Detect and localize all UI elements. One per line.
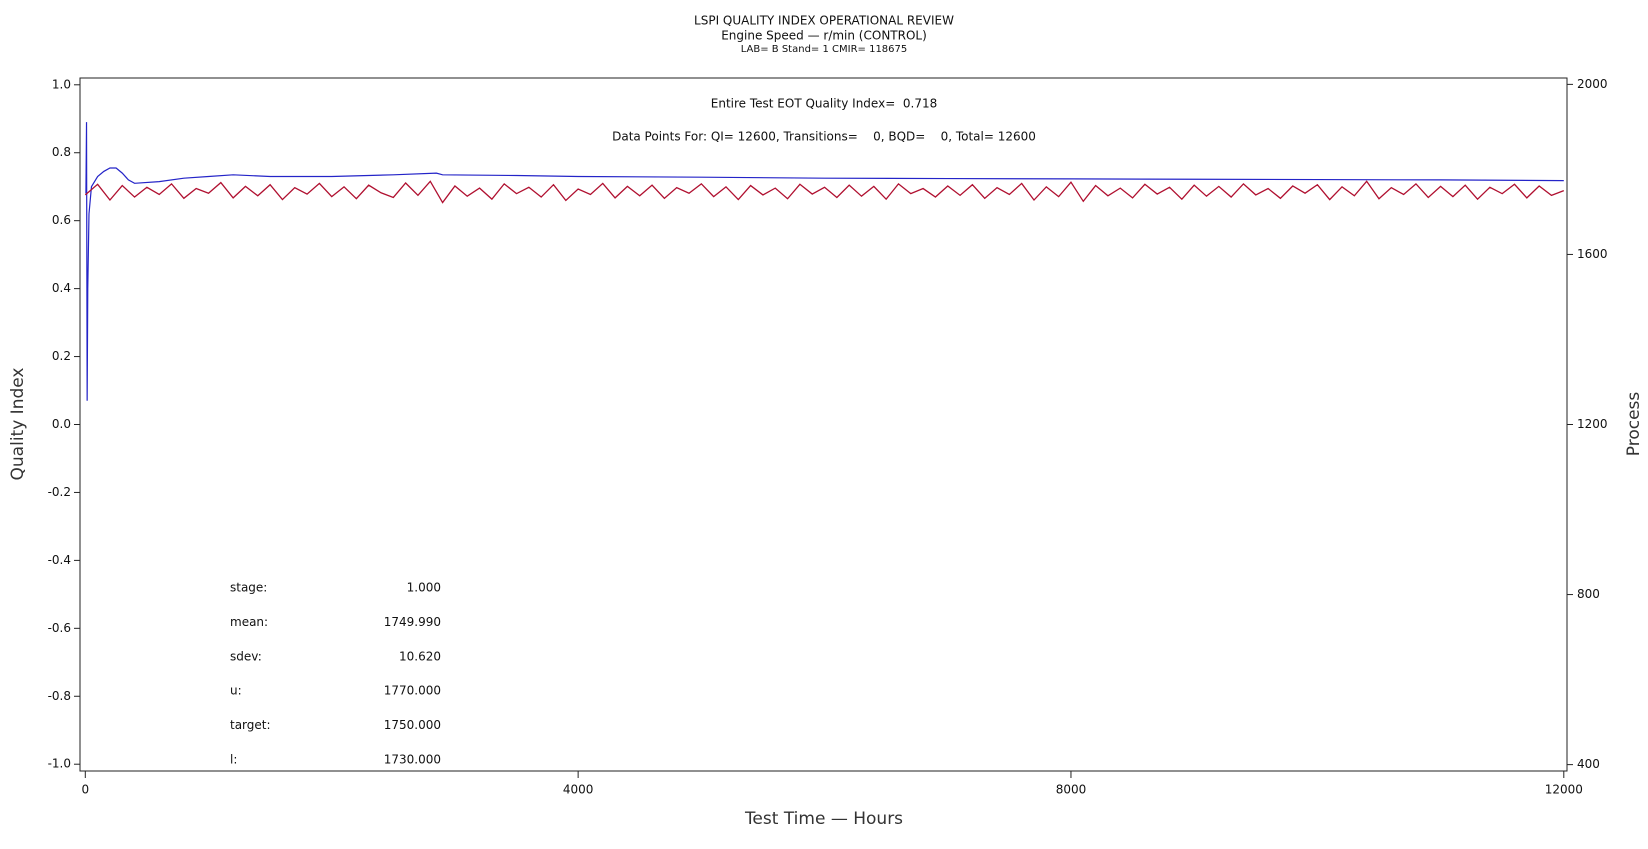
stat-value: 1750.000	[384, 718, 441, 732]
chart-title: LSPI QUALITY INDEX OPERATIONAL REVIEW	[694, 14, 954, 28]
y-tick-label: -1.0	[48, 757, 71, 771]
x-tick-label: 4000	[563, 783, 594, 797]
y2-tick-label: 1200	[1577, 417, 1608, 431]
y-tick-label: 0.2	[52, 349, 71, 363]
stat-value: 1749.990	[384, 615, 441, 629]
stat-label: stage:	[230, 581, 267, 595]
stat-value: 1.000	[407, 581, 441, 595]
y-tick-label: 0.0	[52, 417, 71, 431]
y-tick-label: -0.4	[48, 553, 71, 567]
chart-caption: LAB= B Stand= 1 CMIR= 118675	[741, 44, 908, 55]
y2-tick-label: 1600	[1577, 247, 1608, 261]
y-tick-label: 0.6	[52, 213, 71, 227]
y2-tick-label: 800	[1577, 587, 1600, 601]
y-tick-label: -0.8	[48, 689, 71, 703]
series-line	[85, 122, 1564, 401]
stat-value: 1730.000	[384, 753, 441, 767]
y-tick-label: -0.2	[48, 485, 71, 499]
y-tick-label: 1.0	[52, 77, 71, 91]
annotation: Entire Test EOT Quality Index= 0.718	[711, 97, 937, 111]
stat-value: 10.620	[399, 649, 441, 663]
y2-axis-title: Process	[1624, 392, 1644, 457]
chart-subtitle: Engine Speed — r/min (CONTROL)	[721, 29, 927, 43]
series-line	[84, 180, 1565, 204]
x-tick-label: 12000	[1545, 783, 1583, 797]
y-tick-label: -0.6	[48, 621, 71, 635]
y-tick-label: 0.8	[52, 145, 71, 159]
x-tick-label: 8000	[1056, 783, 1087, 797]
stat-value: 1770.000	[384, 684, 441, 698]
annotation: Data Points For: QI= 12600, Transitions=…	[612, 130, 1036, 144]
y2-tick-label: 2000	[1577, 77, 1608, 91]
y-axis-title: Quality Index	[8, 368, 28, 481]
y2-tick-label: 400	[1577, 757, 1600, 771]
stat-label: mean:	[230, 615, 268, 629]
stat-label: sdev:	[230, 649, 262, 663]
plot-frame	[79, 77, 1568, 772]
stat-label: target:	[230, 718, 271, 732]
x-axis-title: Test Time — Hours	[744, 809, 903, 829]
x-tick-label: 0	[81, 783, 89, 797]
stat-label: u:	[230, 684, 242, 698]
y-tick-label: 0.4	[52, 281, 71, 295]
stat-label: l:	[230, 753, 237, 767]
